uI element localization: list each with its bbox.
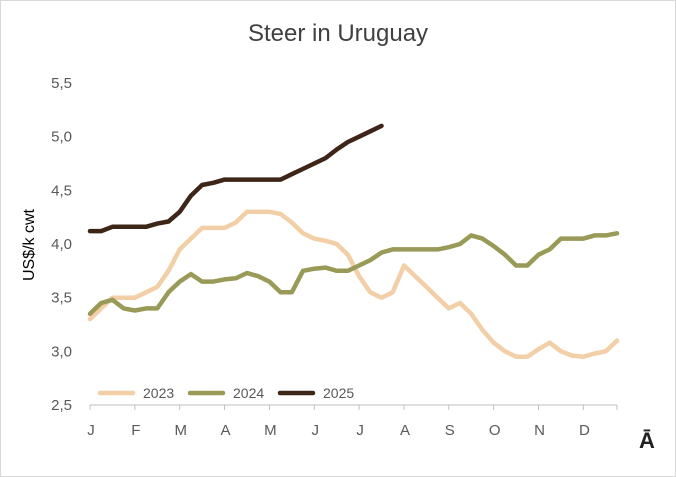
legend-label-2024: 2024 [233,385,264,401]
x-tick-label: F [131,422,140,439]
legend: 2023 2024 2025 [97,385,354,401]
brand-logo: Ā [639,428,655,453]
series-line-2023 [87,209,620,359]
series-line-2024 [87,231,620,317]
legend-label-2023: 2023 [143,385,174,401]
x-tick-label: S [445,422,455,439]
chart-title: Steer in Uruguay [247,20,429,47]
y-tick-label: 3,5 [51,290,72,307]
x-tick-label: D [579,422,590,439]
x-tick-label: A [400,422,410,439]
x-tick-label: M [174,422,187,439]
series-line-2025 [87,123,384,234]
x-tick-label: O [489,422,501,439]
y-tick-label: 5,0 [51,129,72,146]
x-tick-label: J [356,422,364,439]
y-tick-label: 4,0 [51,236,72,253]
x-tick-label: J [312,422,320,439]
x-tick-label: A [221,422,231,439]
axes: 2,5 3,0 3,5 4,0 4,5 5,0 5,5 J F M A M J J A S O N D [51,75,618,439]
y-tick-label: 3,0 [51,343,72,360]
y-tick-label: 4,5 [51,182,72,199]
x-tick-label: J [87,422,95,439]
y-tick-label: 5,5 [51,75,72,92]
series-lines [87,123,620,359]
x-tick-label: M [264,422,277,439]
x-tick-label: N [534,422,545,439]
y-tick-label: 2,5 [51,397,72,414]
legend-label-2025: 2025 [323,385,354,401]
